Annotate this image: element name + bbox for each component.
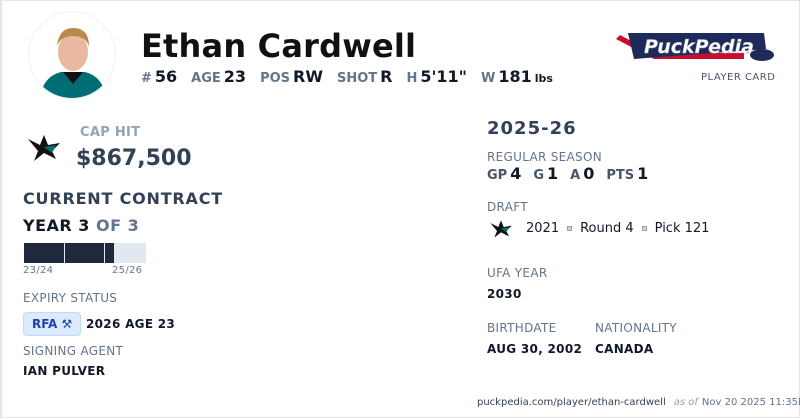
as-of-label: as of <box>673 397 698 408</box>
nationality-label: NATIONALITY <box>595 321 677 335</box>
ufa-year-label: UFA YEAR <box>487 266 548 280</box>
draft-round: Round 4 <box>580 221 634 236</box>
draft-pick: Pick 121 <box>654 221 710 236</box>
a-value: 0 <box>583 164 595 183</box>
pos-label: POS <box>260 71 291 86</box>
separator-icon <box>641 226 647 231</box>
draft-label: DRAFT <box>487 200 528 214</box>
g-label: G <box>533 168 545 183</box>
draft-info: 2021 Round 4 Pick 121 <box>526 221 709 236</box>
gp-label: GP <box>487 168 508 183</box>
cap-hit-label: CAP HIT <box>80 125 141 140</box>
puckpedia-logo: PuckPedia <box>614 29 779 71</box>
weight-value: 181 <box>498 67 532 86</box>
number-label: # <box>141 71 152 86</box>
shot-label: SHOT <box>336 71 378 86</box>
player-name: Ethan Cardwell <box>141 27 417 65</box>
shot-value: R <box>380 67 393 86</box>
contract-year-segment <box>64 243 105 263</box>
a-label: A <box>570 168 581 183</box>
player-meta: #56 AGE 23 POS RW SHOT R H 5'11" W 181 lbs <box>141 67 553 86</box>
gavel-icon: ⚒ <box>61 317 73 331</box>
rfa-badge: RFA ⚒ <box>23 312 81 336</box>
separator-icon <box>567 226 573 231</box>
contract-year-segment <box>24 243 64 263</box>
contract-year: YEAR 3 OF 3 <box>23 216 139 235</box>
age-label: AGE <box>191 71 221 86</box>
ufa-year-value: 2030 <box>487 287 522 301</box>
contract-start-label: 23/24 <box>23 265 54 276</box>
signing-agent-label: SIGNING AGENT <box>23 344 124 358</box>
cap-hit-value: $867,500 <box>76 146 192 171</box>
expiry-status-label: EXPIRY STATUS <box>23 291 118 305</box>
contract-progress-bar <box>24 243 146 263</box>
player-photo <box>28 11 116 99</box>
current-contract-heading: CURRENT CONTRACT <box>23 189 223 208</box>
year-label: YEAR 3 <box>23 216 90 235</box>
height-label: H <box>406 71 418 86</box>
pts-label: PTS <box>606 168 635 183</box>
age-value: 23 <box>223 67 247 86</box>
weight-unit: lbs <box>534 72 553 85</box>
rfa-text: RFA <box>32 317 58 331</box>
gp-value: 4 <box>510 164 522 183</box>
draft-year: 2021 <box>526 221 560 236</box>
team-logo-icon <box>26 133 62 167</box>
contract-end-label: 25/26 <box>112 265 143 276</box>
player-url[interactable]: puckpedia.com/player/ethan-cardwell <box>477 397 666 408</box>
signing-agent-value: IAN PULVER <box>23 364 106 378</box>
regular-season-label: REGULAR SEASON <box>487 150 602 164</box>
footer: puckpedia.com/player/ethan-cardwell as of… <box>477 397 800 408</box>
pos-value: RW <box>293 67 323 86</box>
contract-year-segment <box>105 243 115 263</box>
birthdate-value: AUG 30, 2002 <box>487 342 583 356</box>
nationality-value: CANADA <box>595 342 654 356</box>
season-title: 2025-26 <box>487 118 577 139</box>
player-card-label: PLAYER CARD <box>701 72 776 83</box>
expiry-detail: 2026 AGE 23 <box>86 317 176 331</box>
draft-team-logo-icon <box>489 219 513 243</box>
height-value: 5'11" <box>420 67 468 86</box>
of-label: OF 3 <box>96 216 140 235</box>
weight-label: W <box>481 71 496 86</box>
pts-value: 1 <box>637 164 649 183</box>
svg-text:PuckPedia: PuckPedia <box>644 36 754 58</box>
birthdate-label: BIRTHDATE <box>487 321 557 335</box>
number-value: 56 <box>154 67 178 86</box>
as-of-date: Nov 20 2025 11:35ET <box>701 397 800 408</box>
g-value: 1 <box>547 164 559 183</box>
